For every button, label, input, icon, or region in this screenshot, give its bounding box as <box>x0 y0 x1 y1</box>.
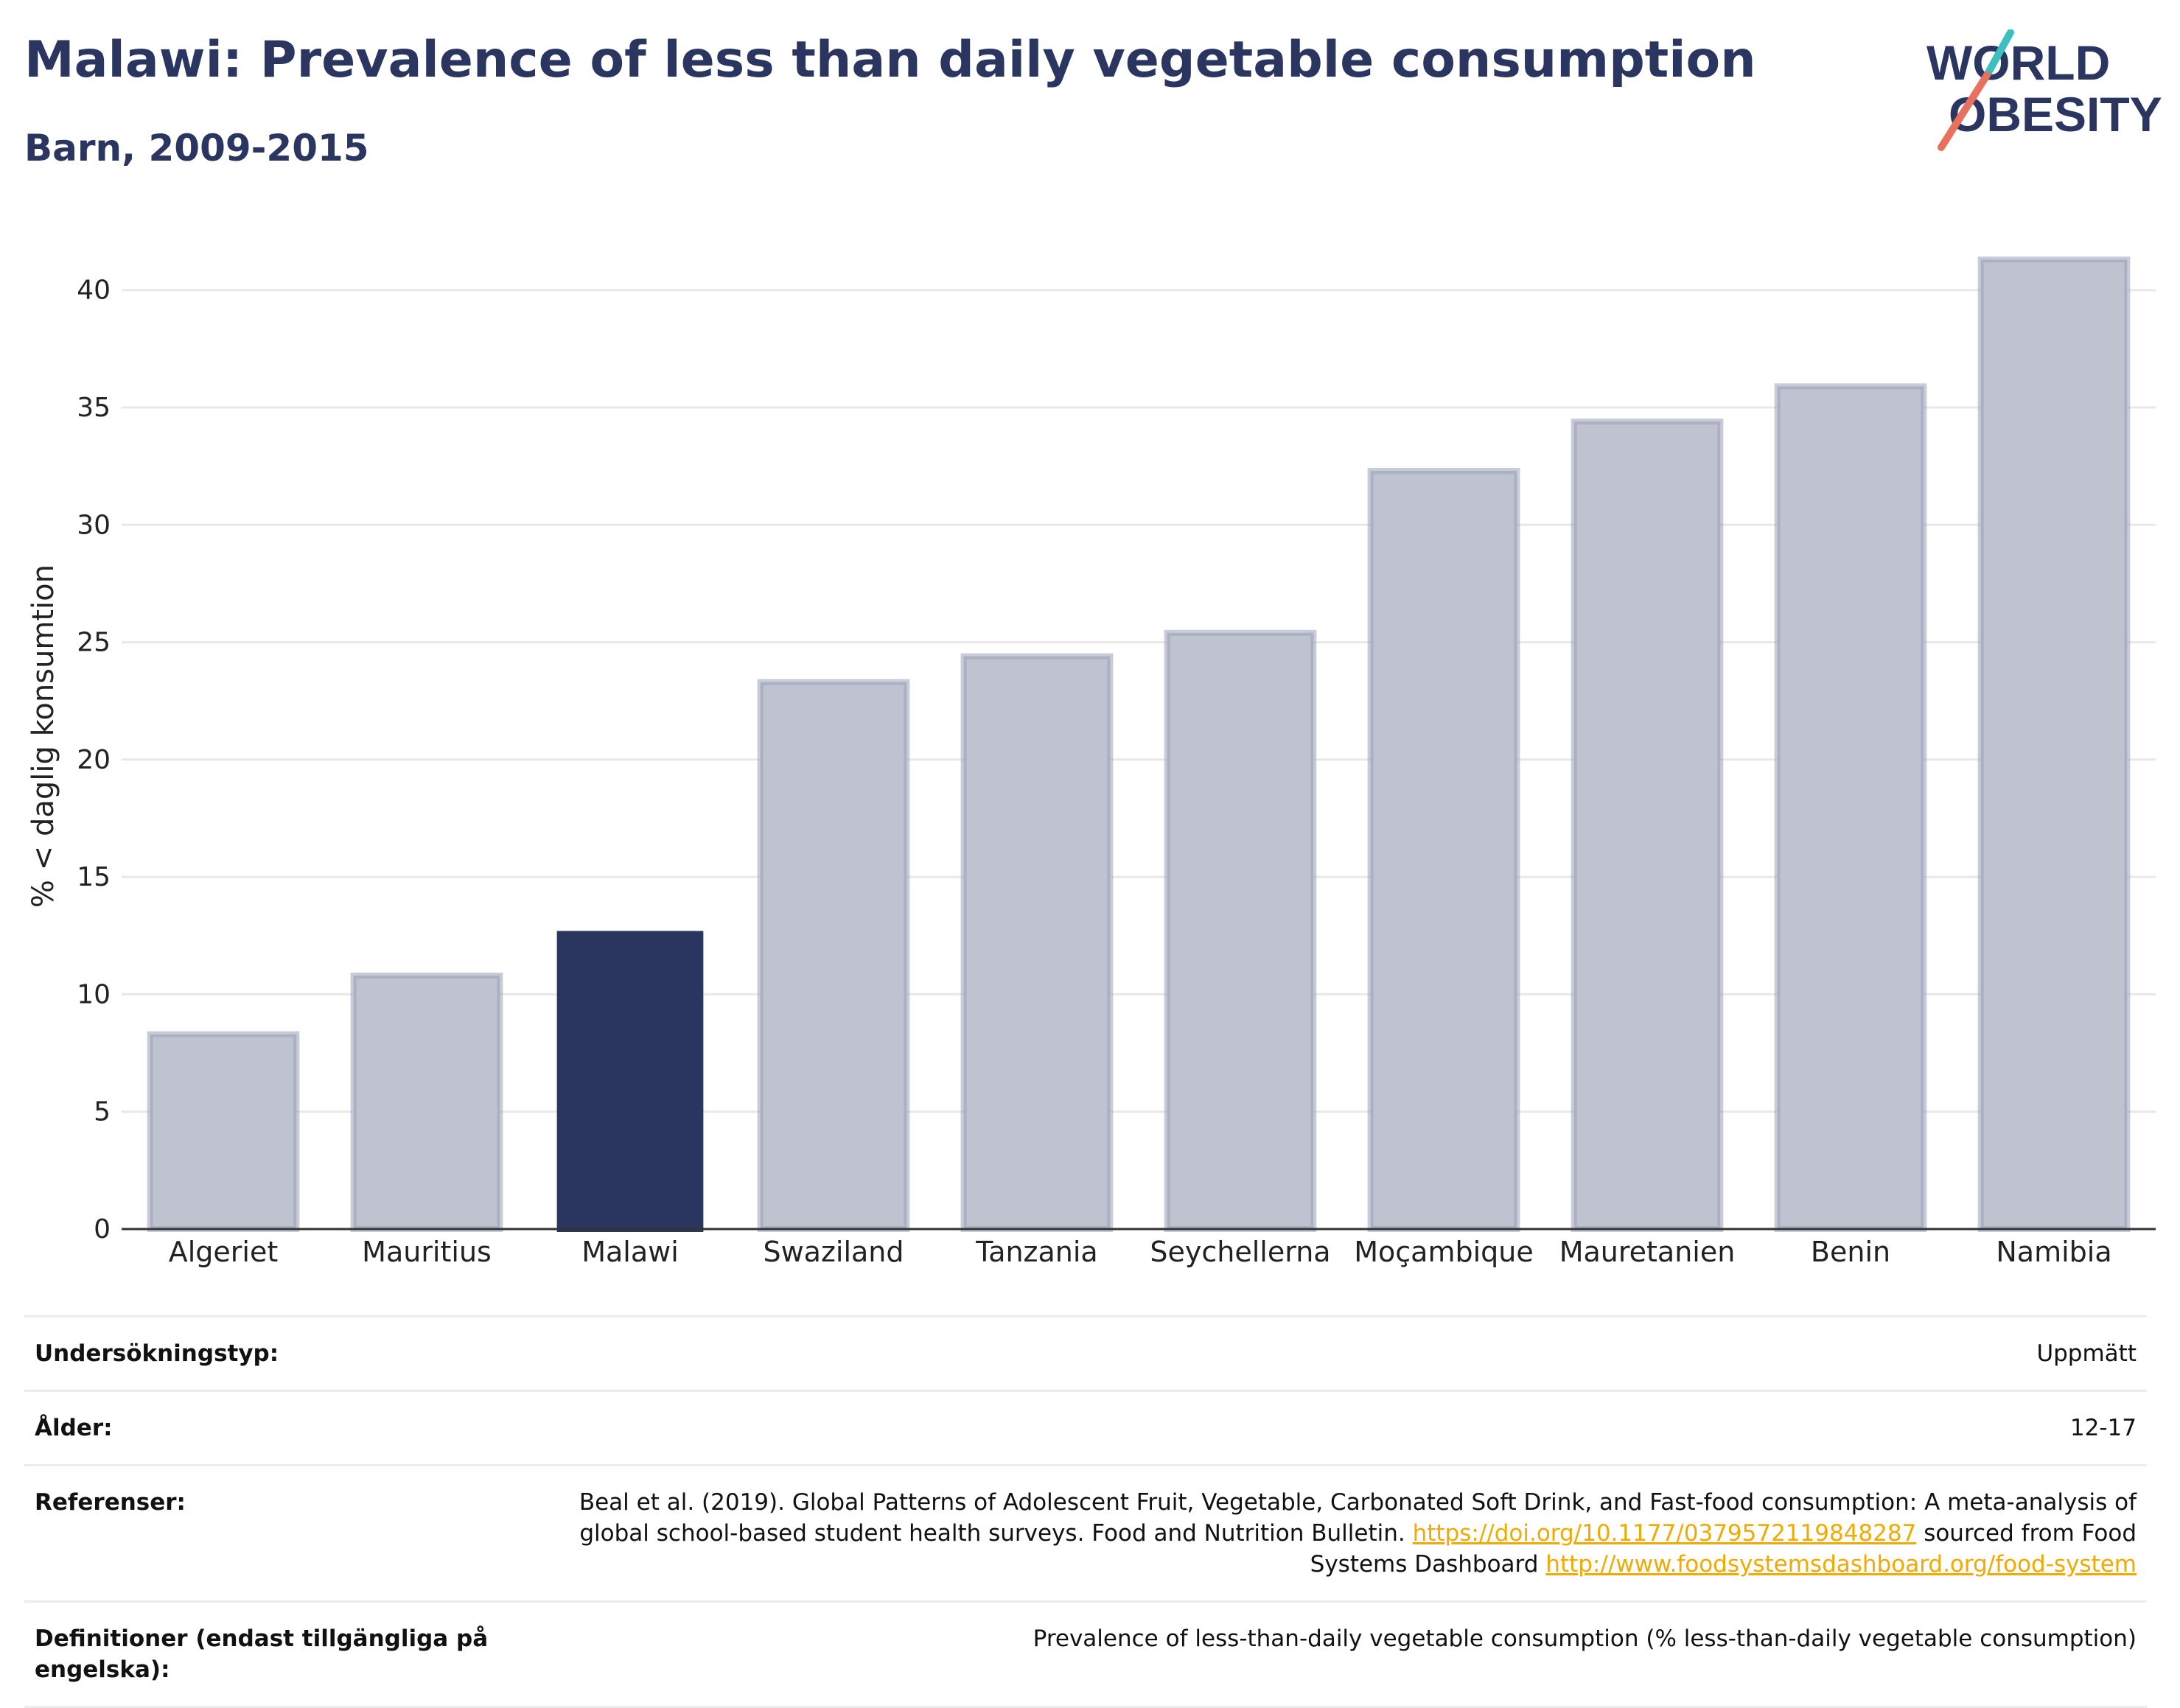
age-label: Ålder: <box>35 1415 113 1441</box>
y-tick-label: 30 <box>77 510 111 540</box>
bar-algeriet <box>147 1031 300 1232</box>
x-tick-label: Moçambique <box>1354 1236 1534 1268</box>
bar-seychellerna <box>1164 629 1317 1232</box>
y-tick-label: 5 <box>94 1097 111 1127</box>
bar-tanzania <box>960 653 1114 1232</box>
logo-slash-teal <box>1983 29 2014 79</box>
y-tick-label: 40 <box>77 276 111 306</box>
definitions-value: Prevalence of less-than-daily vegetable … <box>1033 1625 2137 1652</box>
bar-mauritius <box>350 972 503 1232</box>
y-axis-label: % < daglig konsumtion <box>27 564 60 908</box>
reference-source-text: sourced from Food Systems Dashboard <box>1310 1520 2137 1578</box>
food-systems-link[interactable]: http://www.foodsystemsdashboard.org/food… <box>1545 1551 2137 1578</box>
x-tick-label: Tanzania <box>975 1236 1097 1268</box>
logo-text-obesity: OBESITY <box>1949 87 2162 141</box>
y-tick-label: 25 <box>77 628 111 658</box>
age-value: 12-17 <box>2069 1415 2137 1441</box>
logo-slash-coral <box>1938 71 1991 151</box>
x-tick-label: Mauritius <box>362 1236 492 1268</box>
bars <box>147 256 2131 1232</box>
survey-type-label: Undersökningstyp: <box>35 1340 279 1367</box>
bar-benin <box>1774 383 1927 1232</box>
info-row-definitions: Definitioner (endast tillgängliga på eng… <box>24 1600 2147 1708</box>
x-tick-label: Swaziland <box>763 1236 904 1268</box>
world-obesity-logo: WORLD OBESITY <box>1926 29 2162 151</box>
page-subtitle: Barn, 2009-2015 <box>24 127 369 169</box>
y-tick-label: 10 <box>77 979 111 1009</box>
references-value: Beal et al. (2019). Global Patterns of A… <box>515 1487 2137 1580</box>
page-title: Malawi: Prevalence of less than daily ve… <box>24 31 1756 89</box>
bar-mauretanien <box>1571 419 1724 1232</box>
bar-namibia <box>1977 256 2131 1232</box>
info-row-references: Referenser: Beal et al. (2019). Global P… <box>24 1464 2147 1600</box>
info-table: Undersökningstyp: Uppmätt Ålder: 12-17 R… <box>24 1315 2147 1708</box>
x-tick-label: Malawi <box>581 1236 679 1268</box>
logo-text-world: WORLD <box>1926 35 2110 90</box>
bar-swaziland <box>757 679 910 1232</box>
y-tick-label: 15 <box>77 862 111 892</box>
x-tick-label: Benin <box>1811 1236 1890 1268</box>
references-label: Referenser: <box>35 1489 186 1516</box>
y-tick-label: 0 <box>94 1214 111 1245</box>
doi-link[interactable]: https://doi.org/10.1177/0379572119848287 <box>1412 1520 1917 1547</box>
y-tick-label: 35 <box>77 393 111 423</box>
bar-malawi <box>556 931 704 1232</box>
bar-moçambique <box>1367 468 1520 1232</box>
x-tick-label: Seychellerna <box>1150 1236 1330 1268</box>
x-tick-label: Mauretanien <box>1559 1236 1736 1268</box>
info-row-survey: Undersökningstyp: Uppmätt <box>24 1315 2147 1390</box>
bar-chart: 0 5 10 15 20 25 30 35 40 Algeriet Mauritius Malawi… <box>27 256 2156 1268</box>
info-row-age: Ålder: 12-17 <box>24 1390 2147 1464</box>
y-tick-label: 20 <box>77 745 111 775</box>
x-tick-label: Namibia <box>1996 1236 2111 1268</box>
x-tick-label: Algeriet <box>169 1236 279 1268</box>
survey-type-value: Uppmätt <box>2036 1340 2137 1367</box>
reference-text: Beal et al. (2019). Global Patterns of A… <box>579 1489 2137 1547</box>
definitions-label: Definitioner (endast tillgängliga på eng… <box>35 1625 489 1683</box>
y-tick-labels: 0 5 10 15 20 25 30 35 40 <box>77 276 111 1245</box>
x-tick-labels: Algeriet Mauritius Malawi Swaziland Tanzania… <box>169 1236 2112 1268</box>
